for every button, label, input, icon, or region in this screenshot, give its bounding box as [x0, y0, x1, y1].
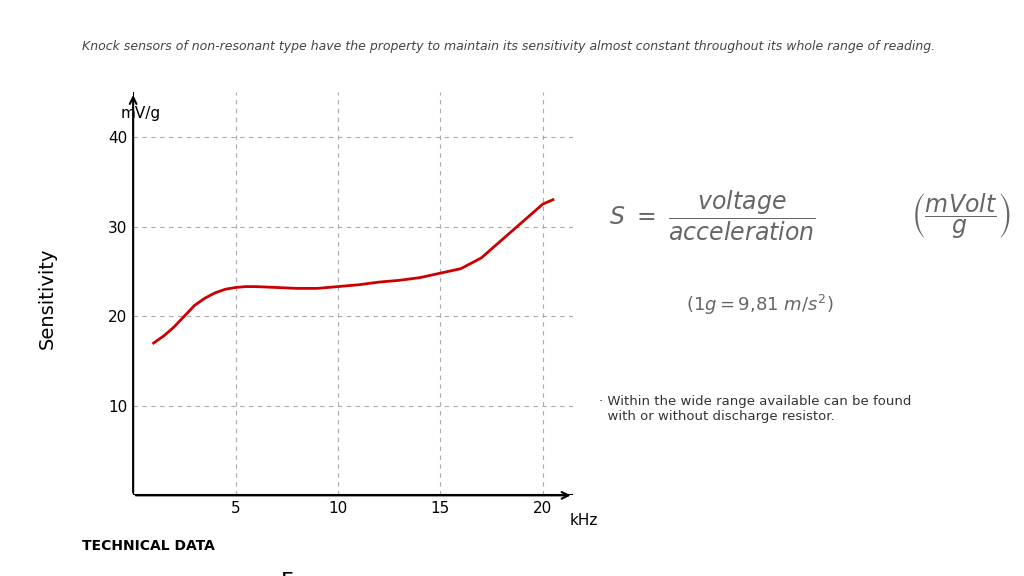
Text: · Within the wide range available can be found
  with or without discharge resis: · Within the wide range available can be…: [599, 395, 911, 423]
Text: mV/g: mV/g: [121, 105, 161, 120]
Text: Sensitivity: Sensitivity: [38, 248, 56, 349]
Text: $\mathit{S}\ =\ \dfrac{\mathit{voltage}}{\mathit{acceleration}}$: $\mathit{S}\ =\ \dfrac{\mathit{voltage}}…: [609, 189, 816, 243]
Text: Frequency: Frequency: [281, 571, 395, 576]
Text: Knock sensors of non-resonant type have the property to maintain its sensitivity: Knock sensors of non-resonant type have …: [82, 40, 935, 54]
Text: TECHNICAL DATA: TECHNICAL DATA: [82, 539, 215, 553]
Text: $\mathit{( 1g = 9{,}81\ m/s^{2})}$: $\mathit{( 1g = 9{,}81\ m/s^{2})}$: [686, 293, 834, 317]
Text: $\left(\dfrac{\mathit{mVolt}}{\mathit{g}}\right)$: $\left(\dfrac{\mathit{mVolt}}{\mathit{g}…: [911, 191, 1011, 241]
Text: kHz: kHz: [569, 513, 598, 528]
